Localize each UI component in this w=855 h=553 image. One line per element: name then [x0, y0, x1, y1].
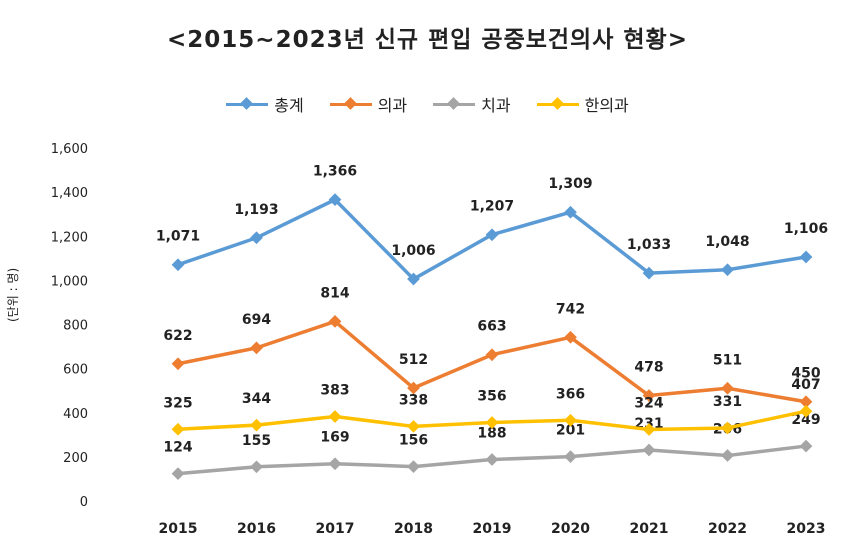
legend-swatch-oriental: [536, 96, 579, 112]
data-point: [328, 315, 342, 328]
data-point: [407, 381, 420, 395]
data-label: 188: [477, 426, 506, 442]
data-point: [250, 341, 263, 355]
x-tick-label: 2023: [787, 521, 826, 537]
y-tick-label: 600: [63, 363, 88, 378]
data-label: 1,106: [784, 221, 828, 237]
legend-swatch-total: [226, 96, 269, 112]
data-point: [250, 231, 263, 245]
y-tick-label: 1,600: [51, 142, 88, 157]
data-label: 1,309: [548, 176, 592, 192]
data-label: 478: [634, 360, 663, 376]
y-tick-label: 1,000: [51, 274, 88, 289]
data-label: 512: [399, 352, 428, 368]
legend-label-medical: 의과: [377, 96, 408, 115]
data-label: 407: [791, 377, 820, 393]
x-tick-label: 2022: [708, 521, 747, 537]
data-label: 1,207: [470, 199, 514, 215]
data-label: 366: [556, 386, 585, 402]
y-tick-label: 400: [63, 407, 88, 422]
data-label: 156: [399, 433, 428, 449]
data-label: 511: [713, 352, 742, 368]
data-label: 338: [399, 392, 428, 408]
data-point: [250, 418, 263, 432]
data-label: 344: [242, 391, 271, 407]
data-point: [721, 381, 734, 395]
data-label: 1,033: [627, 237, 671, 253]
data-point: [485, 228, 499, 242]
data-label: 814: [320, 285, 349, 301]
data-label: 201: [556, 423, 585, 439]
data-point: [407, 272, 420, 286]
legend-item-medical: 의과: [329, 92, 408, 116]
data-label: 1,071: [156, 229, 200, 245]
data-point: [407, 460, 420, 473]
data-point: [171, 258, 185, 272]
data-point: [485, 453, 499, 466]
data-point: [171, 422, 185, 436]
data-label: 1,366: [313, 164, 357, 180]
data-point: [328, 410, 342, 423]
data-label: 1,193: [234, 202, 278, 218]
x-tick-label: 2021: [630, 521, 669, 537]
x-tick-label: 2018: [394, 521, 433, 537]
data-point: [485, 348, 499, 362]
data-point: [250, 460, 263, 474]
data-label: 1,048: [705, 234, 749, 250]
x-tick-label: 2016: [237, 521, 276, 537]
data-point: [171, 357, 185, 371]
data-label: 124: [163, 440, 192, 456]
data-point: [564, 450, 577, 464]
data-point: [407, 420, 420, 433]
data-label: 450: [791, 366, 820, 382]
data-label: 169: [320, 430, 349, 446]
data-label: 331: [713, 394, 742, 410]
data-point: [799, 250, 813, 264]
data-label: 742: [556, 301, 585, 317]
data-label: 324: [634, 396, 663, 412]
x-tick-label: 2015: [159, 521, 198, 537]
legend: 총계 의과 치과 한의과: [0, 92, 855, 116]
legend-label-dental: 치과: [481, 96, 511, 115]
y-tick-label: 0: [80, 495, 88, 510]
x-tick-label: 2020: [551, 521, 590, 537]
data-label: 663: [477, 319, 506, 335]
data-point: [721, 263, 734, 277]
data-point: [171, 467, 185, 481]
data-label: 1,006: [391, 243, 435, 259]
y-tick-label: 1,400: [51, 186, 88, 201]
data-label: 249: [791, 412, 820, 428]
x-tick-label: 2019: [473, 521, 512, 537]
data-label: 155: [242, 433, 271, 449]
y-tick-label: 1,200: [51, 230, 88, 245]
y-tick-label: 200: [63, 451, 88, 466]
data-label: 694: [242, 312, 271, 328]
chart-title: <2015~2023년 신규 편입 공중보건의사 현황>: [167, 27, 688, 53]
legend-label-oriental: 한의과: [584, 96, 629, 115]
y-tick-label: 800: [63, 319, 88, 334]
data-label: 325: [163, 395, 192, 411]
legend-label-total: 총계: [274, 96, 304, 115]
legend-item-total: 총계: [226, 92, 304, 116]
legend-item-oriental: 한의과: [536, 92, 629, 116]
legend-item-dental: 치과: [433, 92, 511, 116]
data-point: [328, 457, 342, 471]
x-tick-label: 2017: [316, 521, 355, 537]
data-label: 356: [477, 388, 506, 404]
data-point: [485, 416, 499, 429]
data-label: 383: [320, 383, 349, 399]
data-point: [642, 443, 656, 457]
legend-swatch-medical: [329, 96, 372, 112]
data-point: [328, 193, 342, 206]
data-label: 622: [163, 328, 192, 344]
data-point: [721, 449, 734, 462]
data-point: [799, 439, 813, 453]
legend-swatch-dental: [433, 96, 476, 112]
